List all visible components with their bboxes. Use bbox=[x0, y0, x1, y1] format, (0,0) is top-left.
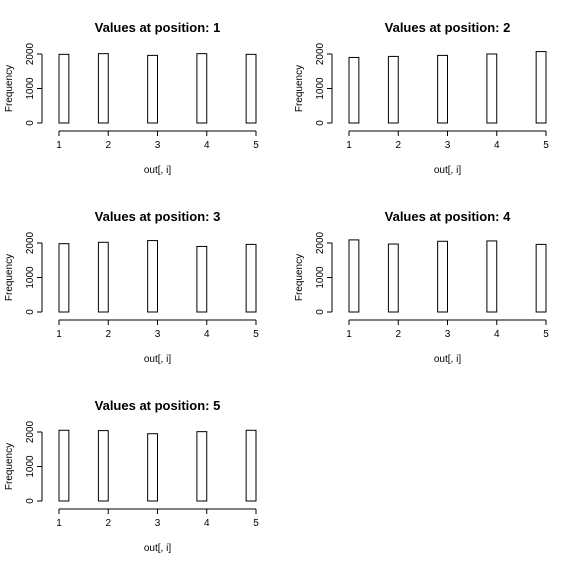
x-tick-label: 5 bbox=[543, 329, 549, 340]
x-tick-label: 5 bbox=[543, 140, 549, 151]
x-tick-label: 2 bbox=[105, 140, 111, 151]
x-tick-label: 4 bbox=[494, 329, 500, 340]
x-tick-label: 3 bbox=[155, 140, 161, 151]
histogram-bar bbox=[196, 53, 208, 124]
chart-title: Values at position: 2 bbox=[385, 20, 511, 35]
x-tick-label: 5 bbox=[253, 140, 259, 151]
y-axis-label: Frequency bbox=[294, 65, 305, 112]
y-tick-label: 0 bbox=[315, 309, 326, 315]
y-tick-label: 0 bbox=[25, 120, 36, 126]
x-tick-label: 2 bbox=[105, 329, 111, 340]
chart-title: Values at position: 1 bbox=[95, 20, 221, 35]
x-tick-label: 5 bbox=[253, 329, 259, 340]
y-tick-label: 0 bbox=[25, 309, 36, 315]
histogram-bar bbox=[97, 53, 109, 124]
y-tick-label: 2000 bbox=[315, 42, 326, 65]
histogram-bar bbox=[486, 240, 498, 313]
x-tick-label: 3 bbox=[155, 518, 161, 529]
y-axis-label: Frequency bbox=[4, 443, 15, 490]
y-tick-label: 2000 bbox=[25, 231, 36, 254]
histogram-panel-4: Values at position: 4 1 2 3 4 5 out[, i] 0 1000 2… bbox=[294, 209, 549, 365]
chart-title: Values at position: 4 bbox=[385, 209, 511, 224]
x-tick-label: 4 bbox=[204, 140, 210, 151]
x-tick-label: 2 bbox=[395, 140, 401, 151]
histogram-bar bbox=[58, 53, 70, 124]
x-axis-label: out[, i] bbox=[144, 354, 171, 365]
histogram-bar bbox=[97, 430, 109, 502]
histogram-bar bbox=[147, 240, 158, 313]
chart-title: Values at position: 3 bbox=[95, 209, 221, 224]
histogram-bar bbox=[535, 51, 547, 124]
histogram-bar bbox=[486, 53, 498, 124]
histogram-bar bbox=[245, 243, 257, 313]
y-tick-label: 2000 bbox=[315, 231, 326, 254]
x-axis-label: out[, i] bbox=[144, 543, 171, 554]
y-tick-label: 1000 bbox=[315, 77, 326, 100]
y-tick-label: 0 bbox=[25, 498, 36, 504]
histogram-bar bbox=[437, 240, 448, 313]
x-tick-label: 5 bbox=[253, 518, 259, 529]
histogram-bar bbox=[245, 53, 257, 124]
x-tick-label: 4 bbox=[494, 140, 500, 151]
x-tick-label: 1 bbox=[346, 140, 352, 151]
x-axis-label: out[, i] bbox=[434, 165, 461, 176]
histogram-bar bbox=[348, 56, 360, 124]
histogram-bar bbox=[348, 239, 360, 313]
y-tick-label: 2000 bbox=[25, 420, 36, 443]
histogram-bar bbox=[245, 429, 257, 502]
histogram-bar bbox=[147, 433, 158, 502]
histogram-bar bbox=[58, 243, 70, 313]
x-tick-label: 4 bbox=[204, 329, 210, 340]
x-tick-label: 1 bbox=[56, 329, 62, 340]
histogram-bar bbox=[535, 243, 547, 313]
y-tick-label: 1000 bbox=[25, 455, 36, 478]
y-tick-label: 2000 bbox=[25, 42, 36, 65]
histogram-bar bbox=[196, 431, 208, 502]
x-tick-label: 4 bbox=[204, 518, 210, 529]
histogram-panel-1: Values at position: 1 1 2 3 4 5 out[, i] 0 1000 2… bbox=[4, 20, 259, 176]
x-tick-label: 1 bbox=[56, 140, 62, 151]
histogram-bar bbox=[196, 245, 208, 313]
histogram-panel-3: Values at position: 3 1 2 3 4 5 out[, i] 0 1000 2… bbox=[4, 209, 259, 365]
y-tick-label: 1000 bbox=[315, 266, 326, 289]
y-tick-label: 0 bbox=[315, 120, 326, 126]
y-axis-label: Frequency bbox=[4, 254, 15, 301]
x-tick-label: 1 bbox=[346, 329, 352, 340]
x-tick-label: 3 bbox=[445, 140, 451, 151]
histogram-bar bbox=[97, 241, 109, 313]
x-tick-label: 1 bbox=[56, 518, 62, 529]
chart-title: Values at position: 5 bbox=[95, 398, 221, 413]
y-axis-label: Frequency bbox=[4, 65, 15, 112]
x-tick-label: 3 bbox=[445, 329, 451, 340]
x-tick-label: 2 bbox=[105, 518, 111, 529]
histogram-bar bbox=[437, 54, 448, 124]
histogram-bar bbox=[387, 55, 399, 124]
y-axis-label: Frequency bbox=[294, 254, 305, 301]
x-axis-label: out[, i] bbox=[434, 354, 461, 365]
y-tick-label: 1000 bbox=[25, 266, 36, 289]
histogram-panel-2: Values at position: 2 1 2 3 4 5 out[, i] 0 1000 2… bbox=[294, 20, 549, 176]
x-tick-label: 3 bbox=[155, 329, 161, 340]
histogram-panel-5: Values at position: 5 1 2 3 4 5 out[, i] 0 1000 2… bbox=[4, 398, 259, 554]
histogram-bar bbox=[58, 429, 70, 502]
x-tick-label: 2 bbox=[395, 329, 401, 340]
x-axis-label: out[, i] bbox=[144, 165, 171, 176]
histogram-bar bbox=[387, 243, 399, 313]
histogram-bar bbox=[147, 54, 158, 124]
y-tick-label: 1000 bbox=[25, 77, 36, 100]
